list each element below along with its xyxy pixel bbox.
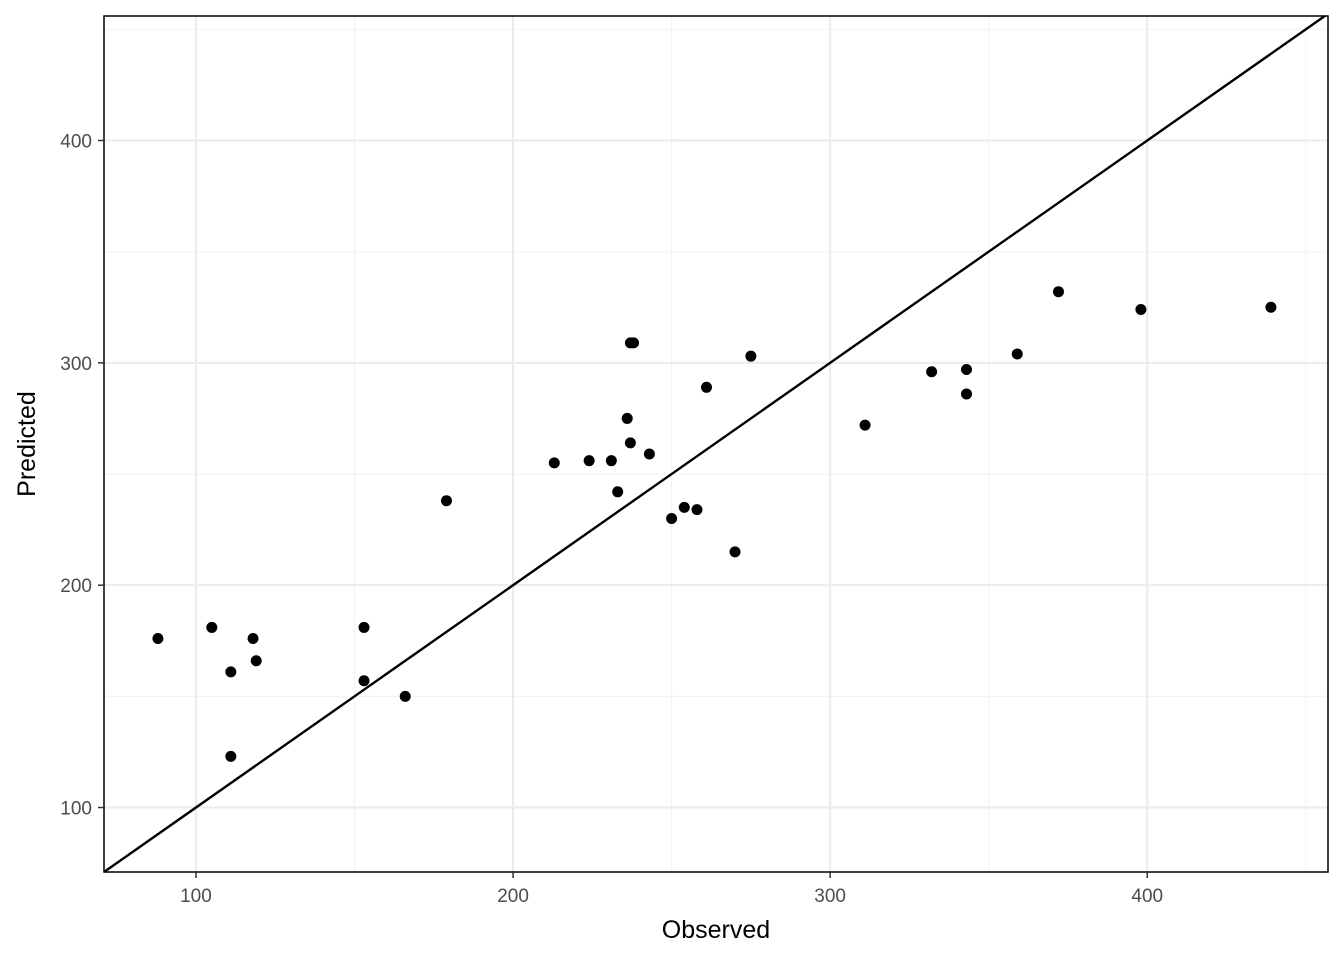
x-tick-label: 300 [814, 886, 846, 907]
y-axis-ticks: 100 200 300 400 [60, 132, 104, 820]
y-tick-label: 400 [60, 132, 92, 153]
data-point [225, 666, 237, 678]
data-point [440, 495, 452, 507]
data-point [250, 655, 262, 667]
data-point [358, 675, 370, 687]
data-point [859, 419, 871, 431]
data-point [358, 621, 370, 633]
data-point [691, 504, 703, 516]
data-point [605, 455, 617, 467]
data-point [1052, 286, 1064, 298]
data-point [624, 437, 636, 449]
data-point [666, 512, 678, 524]
data-point [926, 366, 938, 378]
data-point [612, 486, 624, 498]
data-point [206, 621, 218, 633]
data-point [1011, 348, 1023, 360]
plot-panel-border [103, 15, 1329, 873]
y-tick-label: 200 [60, 576, 92, 597]
x-tick-label: 100 [180, 886, 212, 907]
data-point [1265, 301, 1277, 313]
data-point [628, 337, 640, 349]
data-point [225, 750, 237, 762]
x-axis-ticks: 100 200 300 400 [180, 872, 1163, 907]
data-point [152, 633, 164, 645]
identity-reference-line [103, 15, 1326, 873]
data-points [152, 286, 1277, 762]
grid [104, 16, 1328, 872]
y-tick-label: 300 [60, 354, 92, 375]
data-point [643, 448, 655, 460]
data-point [583, 455, 595, 467]
data-point [729, 546, 741, 558]
x-tick-label: 400 [1131, 886, 1163, 907]
data-point [621, 412, 633, 424]
data-point [700, 381, 712, 393]
data-point [247, 633, 259, 645]
data-point [745, 350, 757, 362]
x-axis-title: Observed [662, 916, 770, 944]
data-point [399, 690, 411, 702]
data-point [961, 388, 973, 400]
y-tick-label: 100 [60, 799, 92, 820]
data-point [961, 364, 973, 376]
x-tick-label: 200 [497, 886, 529, 907]
data-point [548, 457, 560, 469]
data-point [678, 501, 690, 513]
data-point [1135, 303, 1147, 315]
y-axis-title: Predicted [13, 391, 41, 497]
